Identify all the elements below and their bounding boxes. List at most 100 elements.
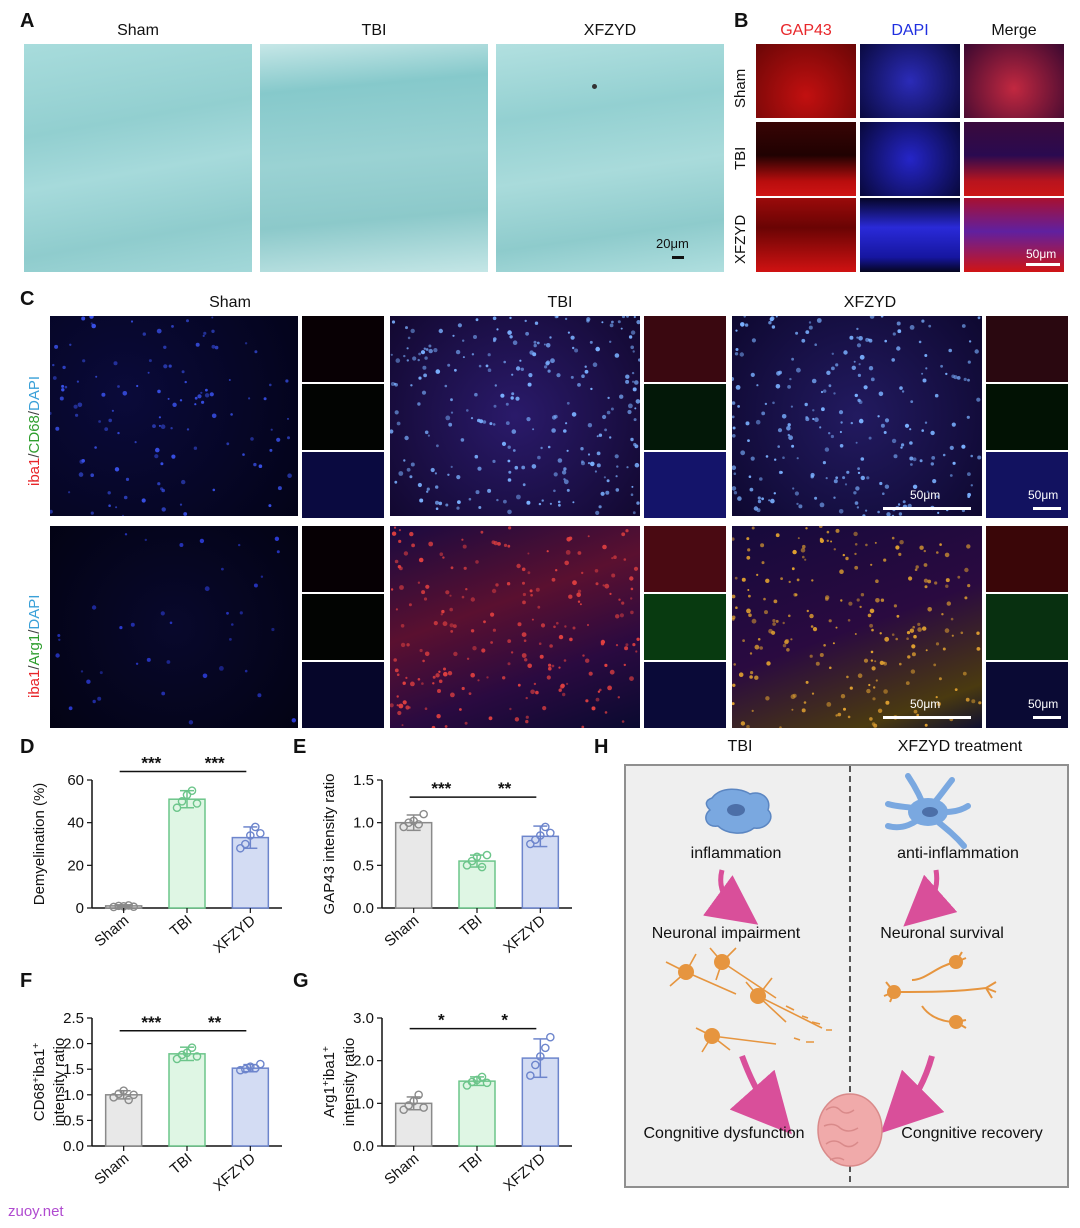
cell-dot (287, 436, 290, 440)
cell-dot (470, 597, 475, 602)
cell-dot (826, 370, 831, 375)
cell-dot (917, 622, 921, 626)
data-point (536, 1052, 545, 1061)
significance-stars: ** (208, 1013, 222, 1032)
data-point (531, 1060, 540, 1070)
cell-dot (52, 376, 57, 380)
cell-dot (544, 365, 548, 369)
cell-dot (130, 622, 135, 627)
cell-dot (462, 544, 467, 549)
data-point (462, 861, 472, 870)
data-point (177, 797, 187, 806)
bar-sham (394, 821, 433, 909)
cell-dot (871, 722, 876, 726)
cell-dot (936, 551, 939, 554)
cell-dot (493, 541, 498, 546)
cell-dot (397, 565, 402, 569)
cell-dot (630, 597, 633, 600)
cell-dot (964, 596, 968, 600)
cell-dot (521, 653, 527, 658)
cell-dot (274, 536, 280, 541)
brain-icon (817, 1093, 883, 1167)
cell-dot (788, 580, 791, 584)
cell-dot (104, 427, 109, 431)
cell-dot (853, 491, 857, 495)
cell-dot (146, 657, 151, 662)
cell-dot (566, 401, 570, 405)
cell-dot (775, 316, 778, 318)
y-tick-label: 0.0 (353, 1138, 374, 1155)
cell-dot (860, 457, 865, 461)
cell-dot (202, 334, 205, 337)
cell-dot (842, 553, 845, 557)
cell-dot (494, 384, 497, 387)
cell-dot (891, 633, 895, 636)
cell-dot (839, 569, 844, 574)
cell-dot (86, 679, 91, 684)
cell-dot (417, 581, 421, 584)
panel-a-image-xfzyd (496, 44, 724, 272)
cell-dot (522, 600, 526, 605)
cell-dot (117, 385, 120, 388)
cell-dot (732, 465, 737, 470)
cell-dot (517, 622, 522, 627)
cell-dot (977, 316, 981, 320)
panel-b-col-merge: Merge (991, 22, 1037, 39)
cell-dot (924, 421, 928, 424)
cell-dot (171, 325, 174, 328)
cell-dot (449, 623, 454, 628)
cell-dot (547, 369, 551, 373)
panel-c-channel-tbi-row1-green (644, 384, 726, 450)
panel-a-scale-bar (672, 256, 684, 259)
cell-dot (935, 696, 938, 699)
cell-dot (871, 628, 874, 632)
cell-dot (553, 414, 558, 419)
cell-dot (745, 421, 750, 426)
cell-dot (732, 617, 735, 621)
cell-dot (930, 430, 935, 436)
panel-c-image-xfzyd-row1 (732, 316, 982, 516)
cell-dot (759, 646, 763, 650)
cell-dot (962, 671, 967, 676)
cell-dot (238, 543, 241, 547)
cell-dot (804, 558, 807, 561)
cell-dot (468, 497, 472, 501)
cell-dot (893, 454, 898, 459)
cell-dot (886, 512, 891, 516)
cell-dot (211, 329, 215, 333)
cell-dot (157, 482, 161, 486)
cell-dot (509, 335, 513, 339)
cell-dot (440, 613, 443, 616)
cell-dot (591, 706, 596, 711)
cell-dot (970, 454, 973, 458)
panel-c-title-xfzyd: XFZYD (843, 294, 897, 311)
cell-dot (480, 530, 484, 534)
label-sep: / (26, 665, 43, 670)
cell-dot (409, 531, 414, 537)
cell-dot (625, 643, 629, 647)
cell-dot (921, 429, 924, 432)
cell-dot (974, 349, 979, 354)
cell-dot (242, 453, 245, 456)
cell-dot (475, 318, 479, 322)
cell-dot (899, 540, 904, 545)
cell-dot (951, 422, 956, 427)
cell-dot (570, 375, 574, 379)
cell-dot (906, 637, 909, 640)
cell-dot (62, 365, 66, 370)
cell-dot (843, 707, 846, 711)
panel-b-row-xfzyd: XFZYD (732, 214, 749, 264)
cell-dot (556, 621, 559, 625)
cell-dot (543, 343, 546, 346)
cell-dot (880, 423, 885, 428)
cell-dot (877, 415, 880, 418)
cell-dot (922, 378, 927, 383)
cell-dot (531, 464, 537, 469)
cell-dot (426, 487, 430, 491)
cell-dot (260, 575, 264, 578)
data-point (467, 856, 477, 866)
cell-dot (523, 639, 527, 642)
cell-dot (791, 444, 795, 448)
cell-dot (840, 599, 843, 602)
cell-dot (170, 427, 173, 430)
